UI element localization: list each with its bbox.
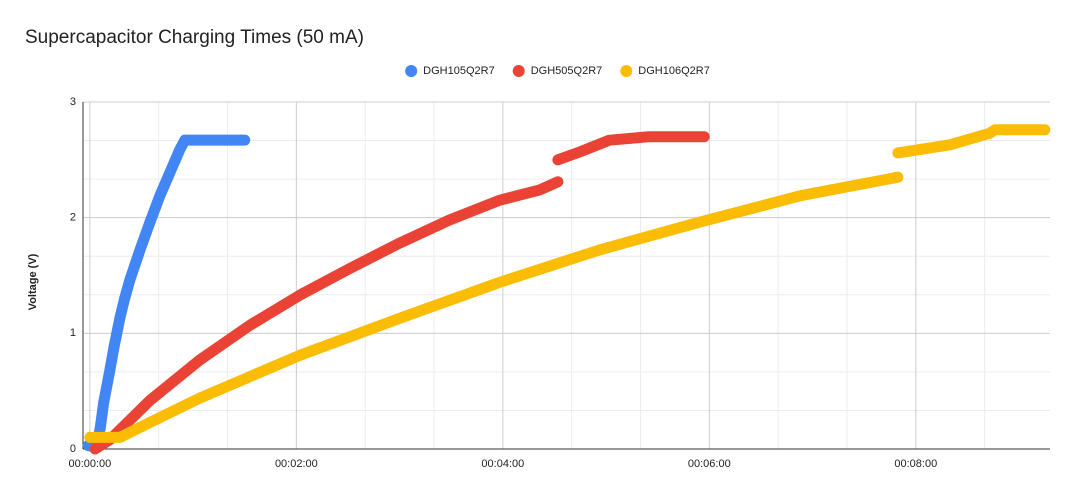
series-points (82, 134, 251, 453)
legend-label: DGH106Q2R7 (638, 65, 710, 77)
chart-title: Supercapacitor Charging Times (50 mA) (25, 27, 364, 48)
legend: DGH105Q2R7 DGH505Q2R7 DGH106Q2R7 (405, 65, 710, 77)
y-tick-label: 2 (70, 212, 76, 224)
legend-label: DGH105Q2R7 (423, 65, 495, 77)
x-tick-label: 00:06:00 (688, 458, 731, 470)
y-axis-label: Voltage (V) (27, 253, 39, 310)
x-tick-label: 00:02:00 (275, 458, 318, 470)
legend-item: DGH106Q2R7 (620, 65, 710, 77)
x-tick-label: 00:04:00 (481, 458, 524, 470)
legend-swatch (405, 65, 418, 77)
x-tick-label: 00:00:00 (68, 458, 111, 470)
plot (82, 124, 1051, 455)
legend-label: DGH505Q2R7 (531, 65, 603, 77)
legend-swatch (512, 65, 525, 77)
legend-swatch (620, 65, 633, 77)
grid: 00:00:00 00:02:00 00:04:00 00:06:00 00:08:00… (68, 96, 1050, 470)
legend-item: DGH105Q2R7 (405, 65, 495, 77)
y-tick-label: 1 (70, 327, 76, 339)
x-tick-label: 00:08:00 (894, 458, 937, 470)
series-points (89, 131, 710, 455)
y-tick-label: 3 (70, 96, 76, 108)
series-points (84, 124, 1051, 443)
legend-item: DGH505Q2R7 (512, 65, 603, 77)
y-tick-label: 0 (70, 443, 76, 455)
